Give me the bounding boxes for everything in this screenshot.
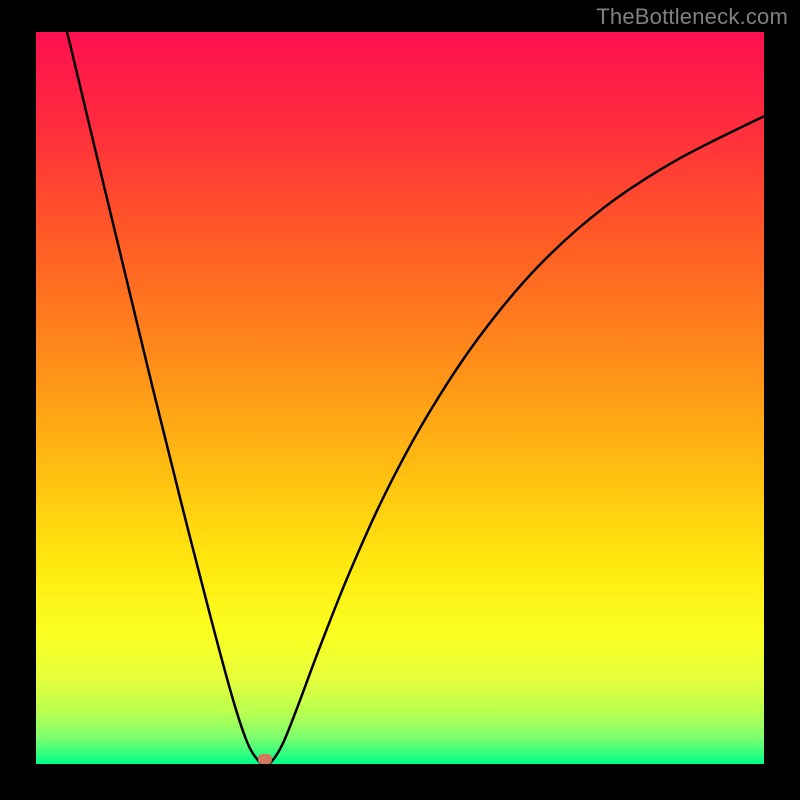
plot-area: [36, 32, 764, 764]
watermark-text: TheBottleneck.com: [596, 4, 788, 30]
curve-line: [36, 32, 764, 764]
minimum-marker: [258, 754, 272, 764]
